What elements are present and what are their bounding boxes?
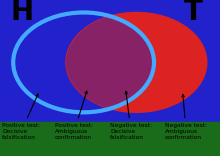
Circle shape [66, 12, 207, 112]
Text: Positive test:
Decisive
falsification: Positive test: Decisive falsification [2, 94, 40, 140]
Text: Negative test:
Decisive
falsification: Negative test: Decisive falsification [110, 91, 152, 140]
Bar [0, 122, 220, 156]
Text: Negative test:
Ambiguous
confirmation: Negative test: Ambiguous confirmation [165, 95, 207, 140]
Text: T: T [184, 0, 203, 27]
Text: H: H [10, 0, 34, 27]
Circle shape [66, 12, 207, 112]
Text: Positive test:
Ambiguous
confirmation: Positive test: Ambiguous confirmation [55, 91, 93, 140]
